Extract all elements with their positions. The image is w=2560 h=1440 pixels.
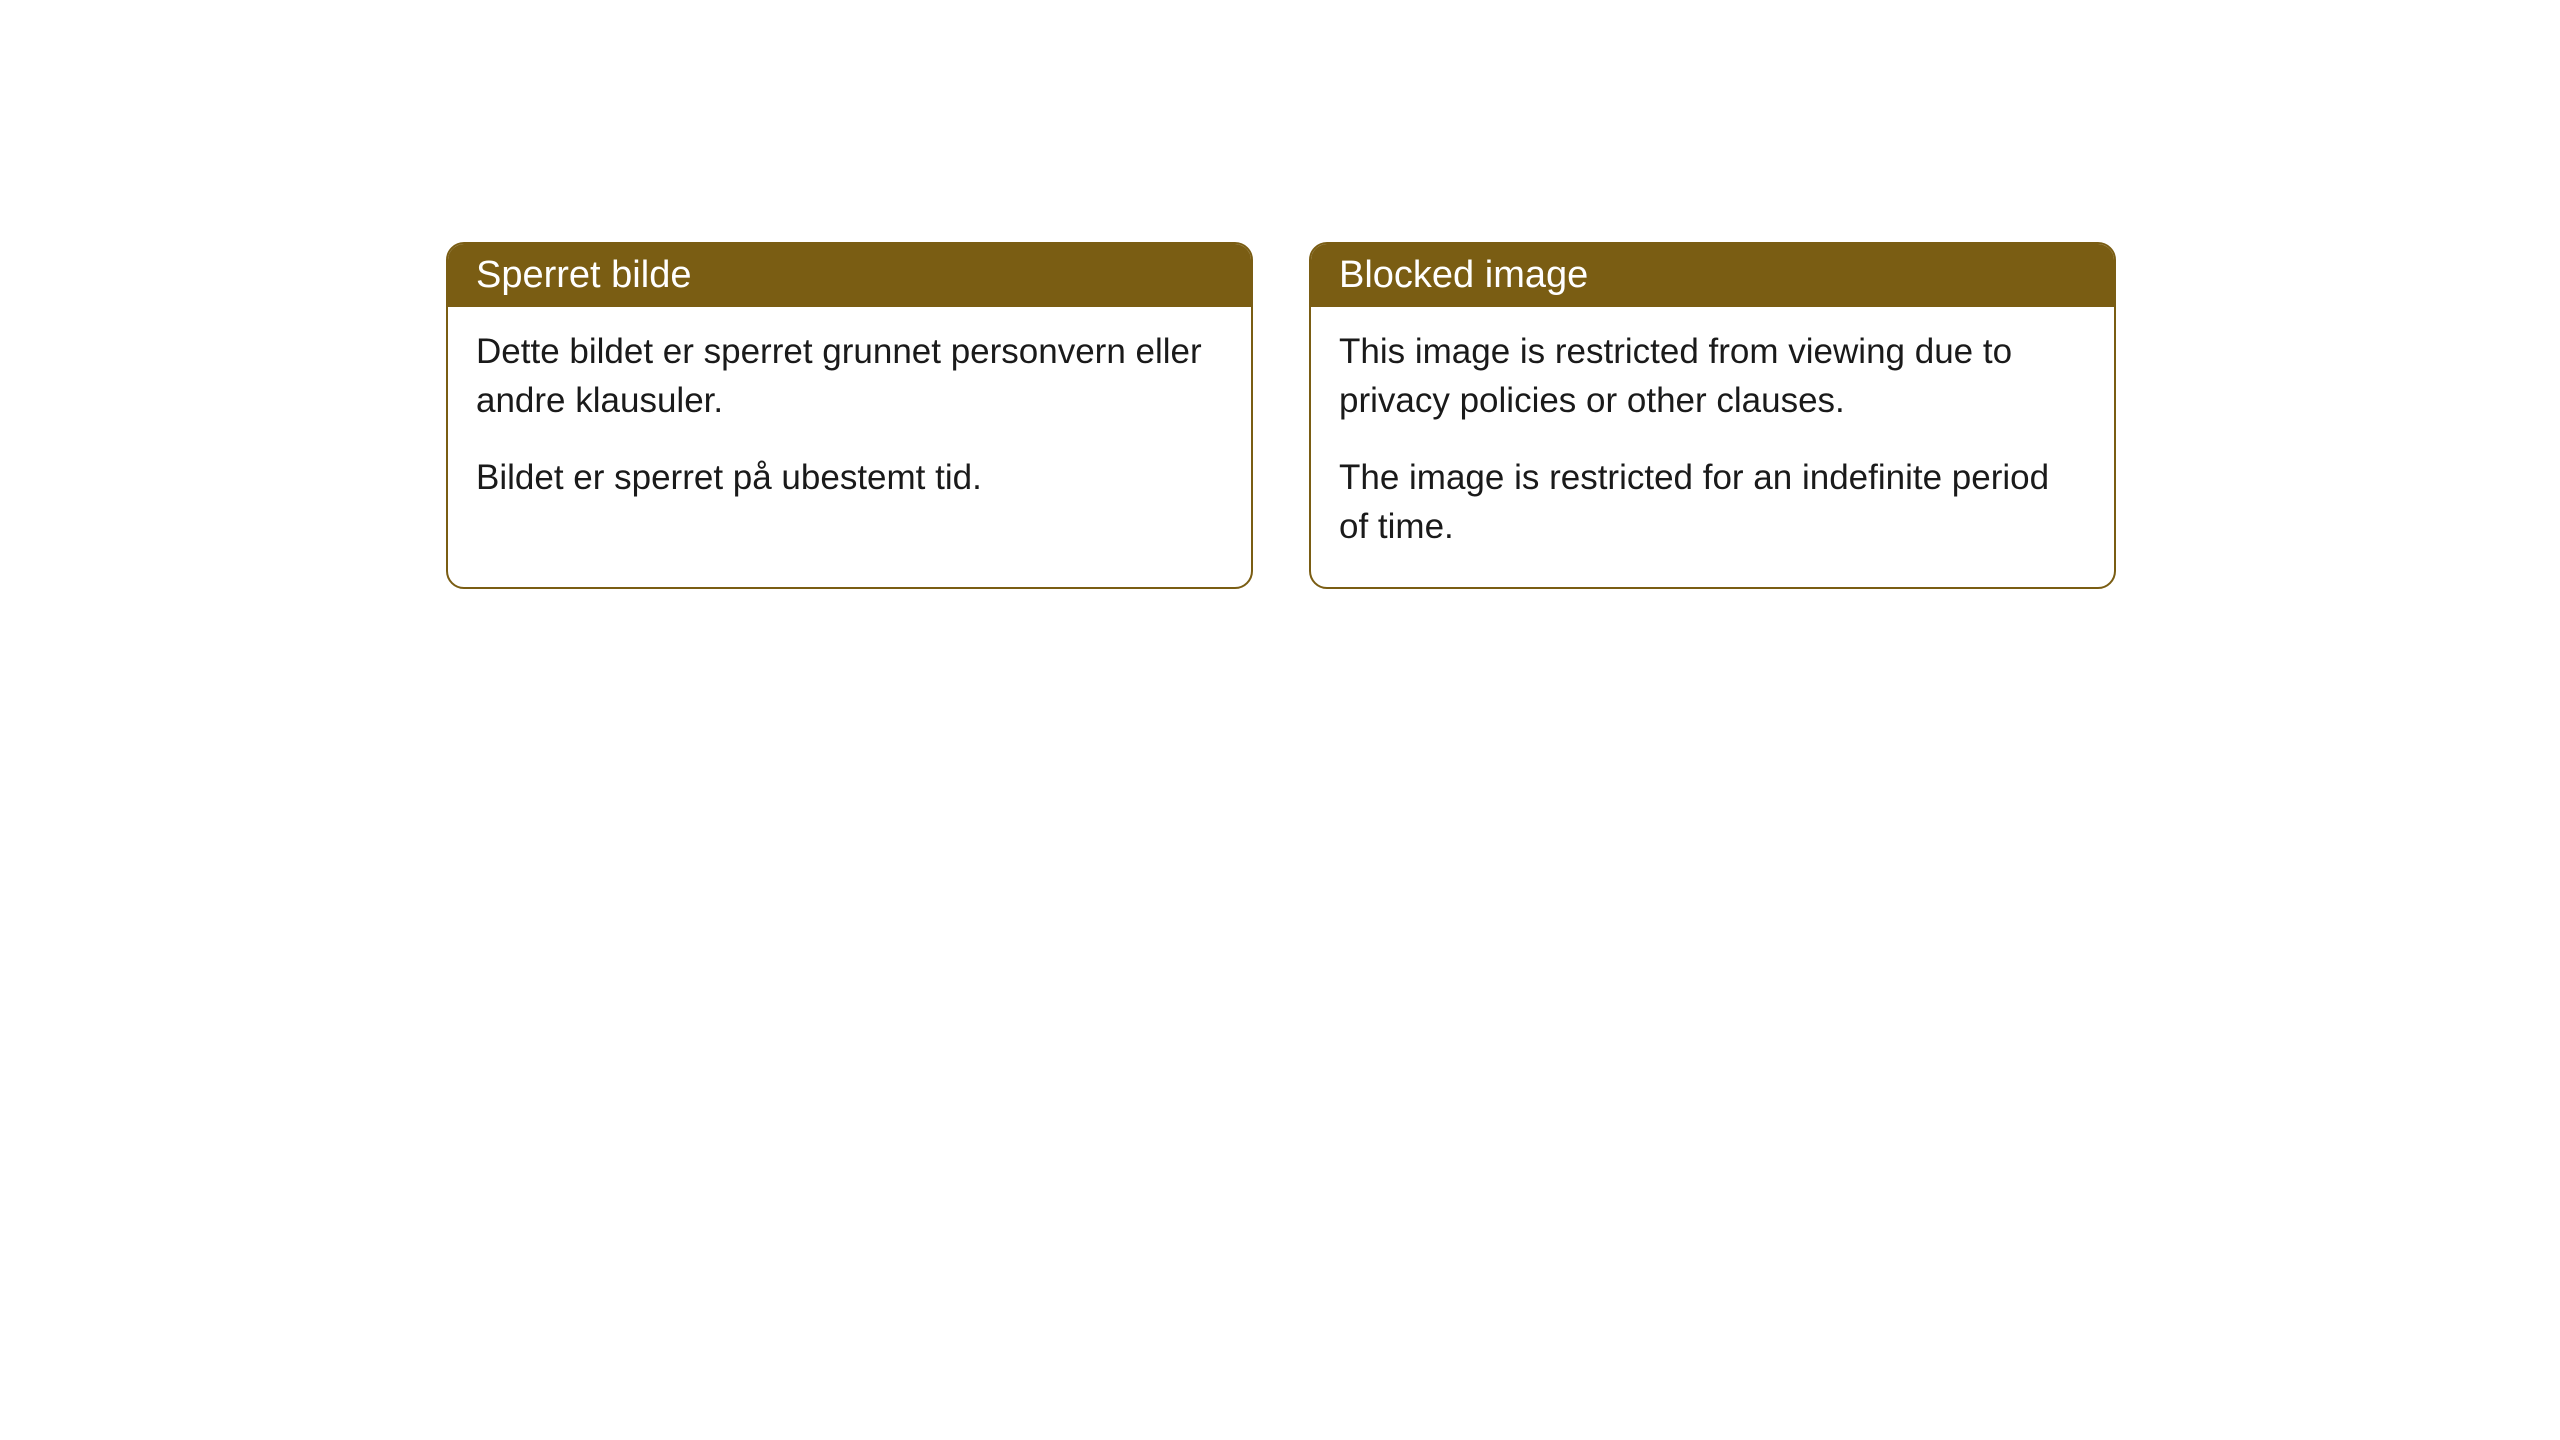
card-title: Blocked image (1339, 254, 1588, 296)
notice-cards-container: Sperret bilde Dette bildet er sperret gr… (446, 242, 2116, 589)
card-header-norwegian: Sperret bilde (448, 244, 1251, 307)
card-paragraph: This image is restricted from viewing du… (1339, 327, 2086, 425)
card-paragraph: Dette bildet er sperret grunnet personve… (476, 327, 1223, 425)
blocked-image-card-norwegian: Sperret bilde Dette bildet er sperret gr… (446, 242, 1253, 589)
card-body-norwegian: Dette bildet er sperret grunnet personve… (448, 307, 1251, 538)
blocked-image-card-english: Blocked image This image is restricted f… (1309, 242, 2116, 589)
card-title: Sperret bilde (476, 254, 691, 296)
card-body-english: This image is restricted from viewing du… (1311, 307, 2114, 587)
card-paragraph: The image is restricted for an indefinit… (1339, 453, 2086, 551)
card-paragraph: Bildet er sperret på ubestemt tid. (476, 453, 1223, 502)
card-header-english: Blocked image (1311, 244, 2114, 307)
